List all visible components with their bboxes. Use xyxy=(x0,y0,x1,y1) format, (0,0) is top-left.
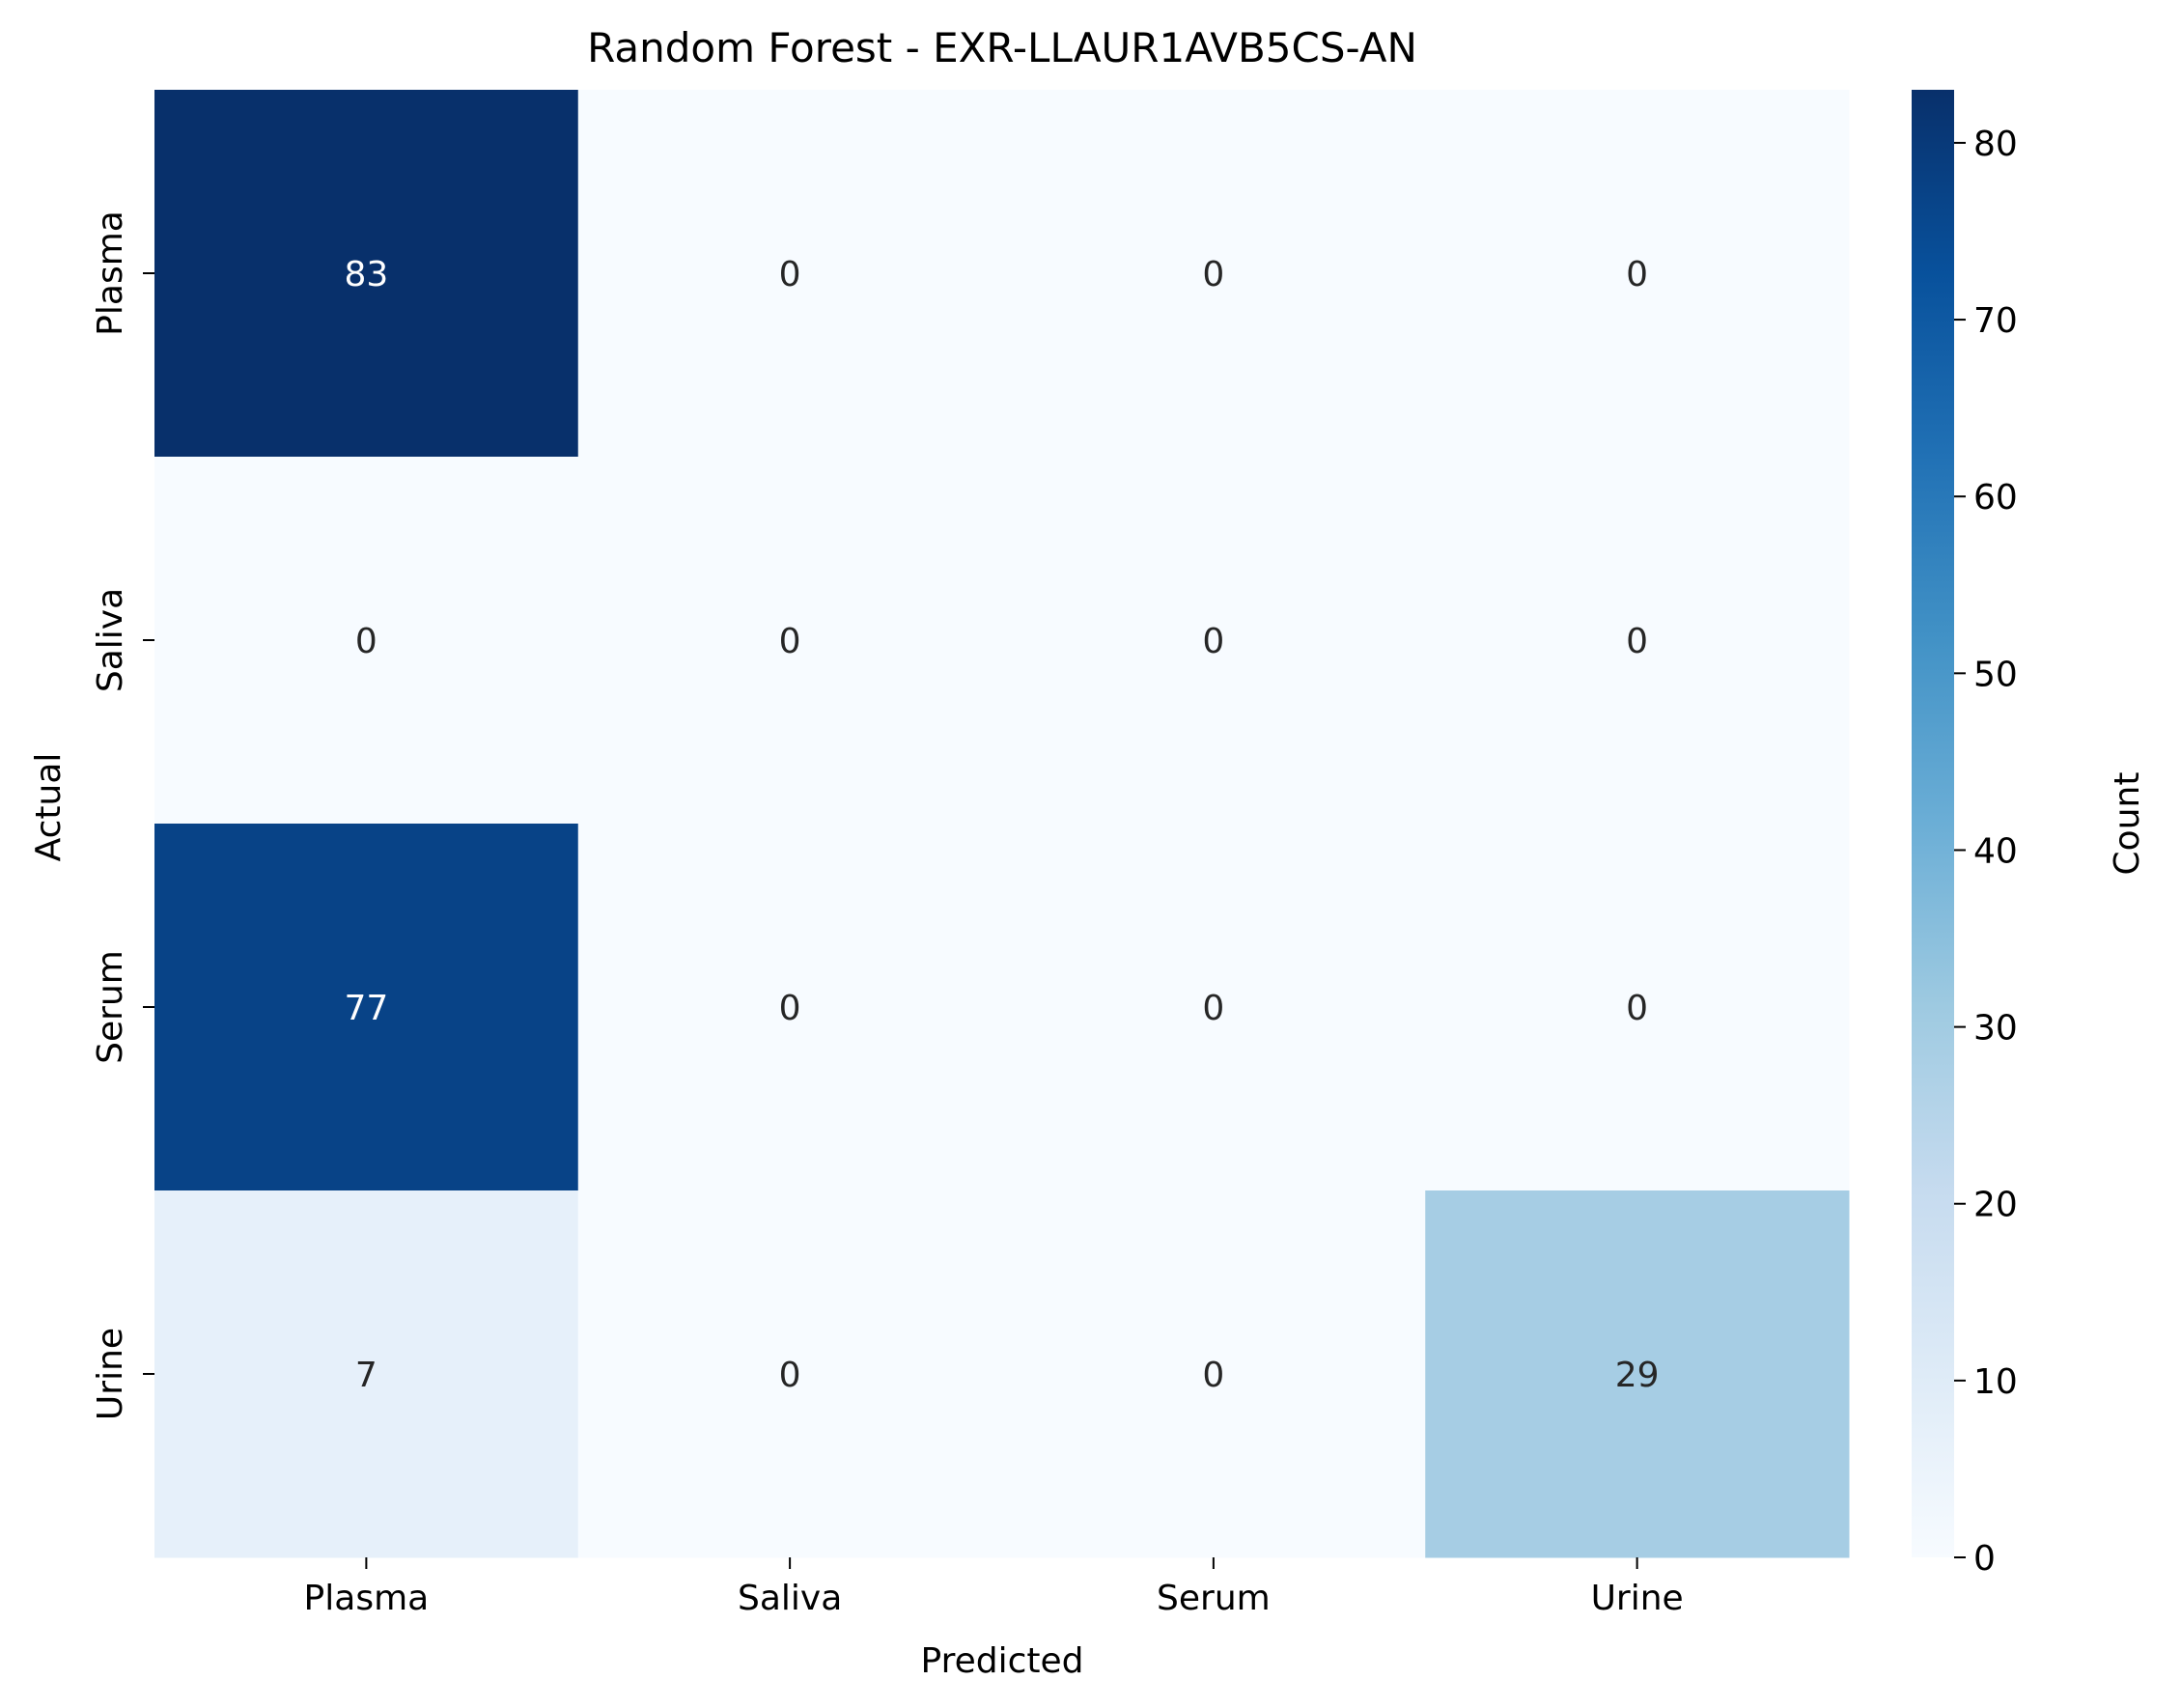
chart-title: Random Forest - EXR-LLAUR1AVB5CS-AN xyxy=(587,24,1417,71)
y-axis-label: Actual xyxy=(29,753,69,862)
cell-annotation: 0 xyxy=(355,622,377,661)
cell-annotation: 0 xyxy=(1626,255,1648,294)
heatmap-cell xyxy=(577,824,1002,1191)
heatmap-cell xyxy=(577,457,1002,825)
heatmap-cell xyxy=(154,457,579,825)
x-tick-label: Serum xyxy=(1157,1579,1271,1618)
cell-annotation: 0 xyxy=(1202,622,1224,661)
y-tick-label: Saliva xyxy=(91,588,130,692)
cell-annotation: 77 xyxy=(344,989,388,1028)
x-tick-label: Urine xyxy=(1591,1579,1684,1618)
heatmap-cell xyxy=(1425,457,1850,825)
heatmap-cell xyxy=(1425,90,1850,458)
heatmap-cell xyxy=(577,90,1002,458)
x-axis-ticks: Plasma Saliva Serum Urine xyxy=(304,1557,1684,1618)
heatmap-cell xyxy=(154,90,579,458)
cell-annotation: 83 xyxy=(344,255,388,294)
colorbar-tick-label: 80 xyxy=(1973,125,2018,164)
x-tick-label: Saliva xyxy=(738,1579,842,1618)
x-tick-label: Plasma xyxy=(304,1579,430,1618)
y-tick-label: Urine xyxy=(91,1328,130,1420)
colorbar-tick-label: 60 xyxy=(1973,478,2018,518)
colorbar-label: Count xyxy=(2108,772,2147,876)
heatmap-cell xyxy=(577,1190,1002,1558)
heatmap-cell xyxy=(1001,457,1426,825)
x-axis-label: Predicted xyxy=(921,1641,1084,1681)
colorbar-ticks: 0 10 20 30 40 50 60 70 80 xyxy=(1954,125,2018,1579)
cell-annotation: 0 xyxy=(1626,622,1648,661)
y-tick-label: Plasma xyxy=(91,210,130,336)
colorbar-tick-label: 50 xyxy=(1973,655,2018,694)
cell-annotation: 0 xyxy=(779,622,801,661)
heatmap-cell xyxy=(1001,1190,1426,1558)
cell-annotation: 0 xyxy=(1202,989,1224,1028)
cell-annotation: 0 xyxy=(779,255,801,294)
colorbar-tick-label: 30 xyxy=(1973,1009,2018,1049)
cell-annotation: 0 xyxy=(1202,255,1224,294)
y-tick-label: Serum xyxy=(91,950,130,1064)
colorbar-tick-label: 0 xyxy=(1973,1539,1996,1579)
colorbar-tick-label: 20 xyxy=(1973,1186,2018,1225)
heatmap-cell xyxy=(1425,1190,1850,1558)
cell-annotation: 29 xyxy=(1615,1356,1660,1395)
heatmap-cells xyxy=(154,90,1850,1558)
colorbar xyxy=(1912,90,1954,1557)
y-axis-ticks: Plasma Saliva Serum Urine xyxy=(91,210,154,1420)
cell-annotation: 7 xyxy=(355,1356,377,1395)
heatmap-cell xyxy=(154,824,579,1191)
colorbar-tick-label: 70 xyxy=(1973,301,2018,341)
heatmap-cell xyxy=(1001,824,1426,1191)
cell-annotation: 0 xyxy=(779,989,801,1028)
heatmap-cell xyxy=(1425,824,1850,1191)
colorbar-tick-label: 10 xyxy=(1973,1362,2018,1402)
cell-annotation: 0 xyxy=(1626,989,1648,1028)
cell-annotation: 0 xyxy=(779,1356,801,1395)
cell-annotation: 0 xyxy=(1202,1356,1224,1395)
colorbar-tick-label: 40 xyxy=(1973,831,2018,871)
heatmap-cell xyxy=(154,1190,579,1558)
heatmap-cell xyxy=(1001,90,1426,458)
cell-annotations: 83 0 0 0 0 0 0 0 77 0 0 0 7 0 0 29 xyxy=(344,255,1659,1395)
